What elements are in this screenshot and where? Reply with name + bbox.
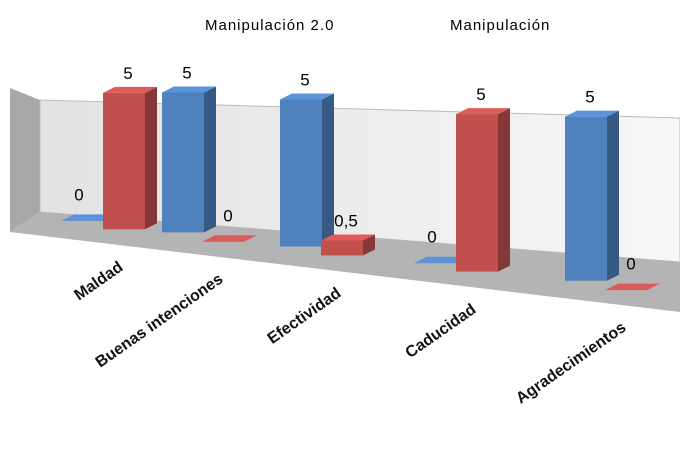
bar: [565, 110, 619, 281]
bar-top: [565, 110, 619, 117]
data-label: 5: [182, 63, 191, 82]
bar-front: [162, 92, 204, 233]
data-label: 5: [300, 71, 309, 90]
bar: [415, 256, 469, 264]
bar-front: [456, 114, 498, 272]
bar-top: [103, 86, 157, 93]
bar-front: [606, 289, 648, 291]
bar-side: [607, 110, 619, 281]
bar-top: [456, 108, 510, 115]
bar-side: [204, 86, 216, 233]
bar: [62, 214, 116, 221]
x-tick-label: Buenas intenciones: [93, 271, 227, 372]
bar-front: [62, 220, 104, 221]
floor: [10, 212, 680, 312]
bar-top: [203, 235, 257, 242]
bar-front: [280, 99, 322, 247]
bar-top: [321, 234, 375, 241]
bar-top: [62, 214, 116, 221]
x-tick-label: Caducidad: [403, 301, 480, 362]
side-wall: [10, 88, 40, 232]
bar-side: [498, 108, 510, 272]
bar: [103, 86, 157, 230]
data-label: 0: [427, 228, 436, 247]
bar-front: [203, 241, 245, 242]
data-label: 5: [476, 85, 485, 104]
bar-side: [322, 93, 334, 247]
data-label: 5: [585, 88, 594, 107]
bar-top: [280, 93, 334, 100]
bar-top: [162, 86, 216, 93]
plot: [62, 86, 660, 291]
bar-side: [145, 86, 157, 230]
bar: [606, 283, 660, 291]
bar: [203, 235, 257, 242]
bar-front: [103, 92, 145, 230]
data-label: 0: [74, 185, 83, 204]
bar: [280, 93, 334, 247]
data-label: 5: [123, 64, 132, 83]
bar-front: [565, 116, 607, 281]
x-tick-label: Efectividad: [265, 285, 345, 348]
data-label: 0: [223, 206, 232, 225]
bar-front: [415, 262, 457, 264]
x-tick-label: Maldad: [71, 259, 126, 305]
bar-front: [321, 240, 363, 256]
data-label: 0,5: [334, 211, 358, 230]
data-label: 0: [626, 255, 635, 274]
bar: [321, 234, 375, 256]
legend-label: Manipulación: [450, 17, 550, 34]
x-tick-label: Agradecimientos: [513, 319, 629, 407]
bar: [162, 86, 216, 233]
bar-top: [415, 256, 469, 263]
legend-label: Manipulación 2.0: [205, 17, 334, 34]
bar: [456, 108, 510, 272]
bar-side: [363, 234, 375, 256]
bar-top: [606, 283, 660, 290]
